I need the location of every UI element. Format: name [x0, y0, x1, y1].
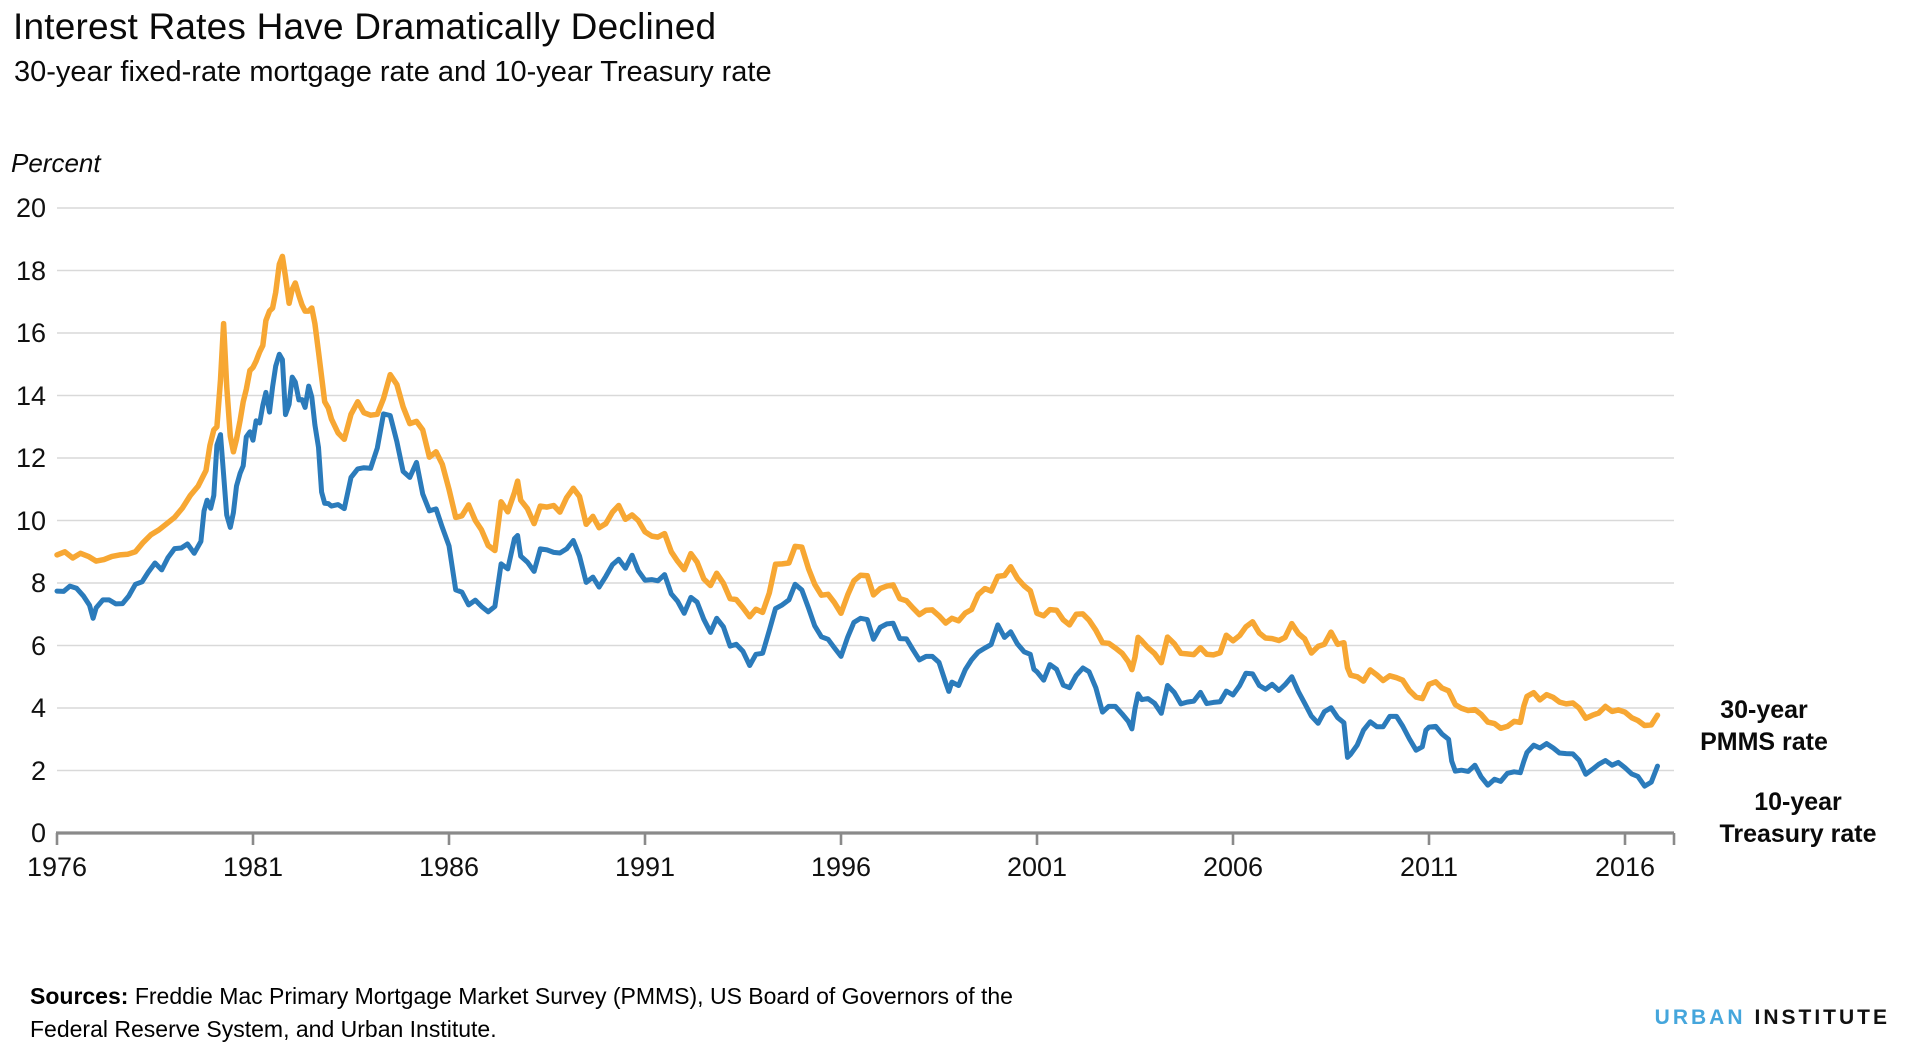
x-tick-label-2006: 2006 — [1202, 852, 1264, 882]
y-tick-label-14: 14 — [15, 380, 46, 411]
sources-label: Sources: — [30, 983, 129, 1009]
line-treasury — [54, 351, 1660, 789]
page-subtitle: 30-year fixed-rate mortgage rate and 10-… — [14, 56, 772, 88]
page-title: Interest Rates Have Dramatically Decline… — [13, 6, 717, 47]
y-tick-label-10: 10 — [15, 505, 46, 536]
x-tick-label-1996: 1996 — [810, 852, 872, 882]
x-tick-label-1976: 1976 — [26, 852, 88, 882]
x-tick-label-2011: 2011 — [1399, 852, 1459, 882]
urban-institute-logo: URBAN INSTITUTE — [1655, 1006, 1890, 1030]
sources-note: Sources: Freddie Mac Primary Mortgage Ma… — [30, 980, 1070, 1046]
x-tick-label-1986: 1986 — [418, 852, 480, 882]
legend-pmms-rate: 30-year PMMS rate — [1700, 696, 1828, 756]
logo-institute-text: INSTITUTE — [1754, 1006, 1890, 1029]
x-tick-label-1991: 1991 — [614, 852, 676, 882]
line-pmms — [54, 253, 1661, 732]
y-tick-label-12: 12 — [15, 443, 46, 473]
y-tick-label-2: 2 — [30, 755, 46, 786]
x-tick-label-1981: 1981 — [222, 852, 284, 882]
legend-treasury-rate: 10-year Treasury rate — [1719, 788, 1877, 848]
y-tick-label-18: 18 — [15, 255, 46, 286]
logo-urban-text: URBAN — [1654, 1006, 1746, 1029]
y-tick-label-0: 0 — [30, 818, 46, 848]
sources-text: Freddie Mac Primary Mortgage Market Surv… — [30, 983, 1013, 1042]
x-tick-label-2016: 2016 — [1594, 852, 1656, 882]
y-tick-label-20: 20 — [15, 193, 46, 223]
y-tick-label-4: 4 — [30, 693, 46, 723]
x-tick-label-2001: 2001 — [1006, 852, 1068, 882]
y-tick-label-6: 6 — [30, 630, 46, 661]
y-axis-unit-label: Percent — [11, 148, 101, 178]
y-tick-label-16: 16 — [15, 318, 46, 348]
y-tick-label-8: 8 — [30, 568, 46, 598]
